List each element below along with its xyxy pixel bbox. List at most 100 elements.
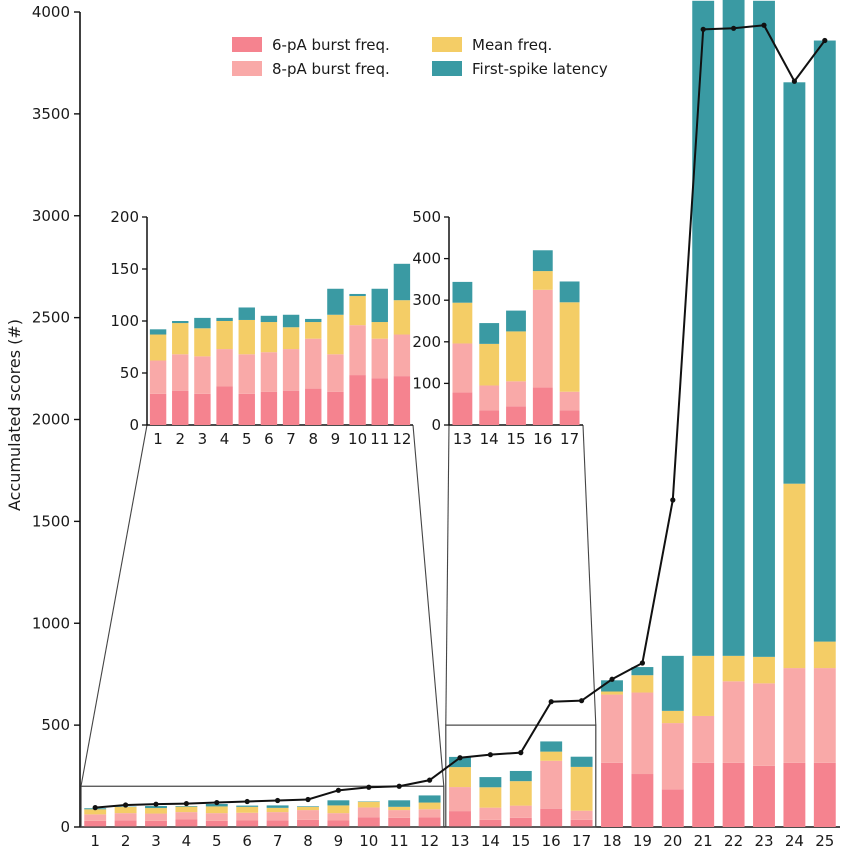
inset-bar-segment	[238, 307, 255, 320]
x-tick-label: 17	[572, 832, 591, 850]
inset-bar-segment	[282, 390, 300, 425]
bar-segment	[84, 814, 107, 821]
bar-segment	[570, 810, 593, 820]
bar-segment	[631, 692, 654, 775]
main-bars	[84, 0, 836, 827]
x-tick-label: 21	[694, 832, 713, 850]
bar-segment	[722, 681, 745, 763]
inset-bar-segment	[479, 410, 500, 425]
inset-x-tick-label: 16	[533, 430, 552, 448]
inset-bar-segment	[149, 393, 167, 425]
line-point	[153, 801, 159, 807]
bar-segment	[175, 806, 198, 813]
inset-bar-segment	[559, 302, 580, 392]
legend-label: 8-pA burst freq.	[272, 60, 390, 78]
x-tick-label: 9	[334, 832, 344, 850]
bar-segment	[722, 655, 745, 682]
inset-bar-segment	[349, 296, 366, 326]
inset-x-tick-label: 13	[453, 430, 472, 448]
bar-segment	[418, 795, 441, 803]
inset-y-tick-label: 50	[120, 364, 139, 382]
inset-bar-segment	[452, 281, 473, 303]
bar-segment	[327, 820, 350, 827]
y-tick-label: 1000	[32, 614, 70, 632]
bar-segment	[509, 781, 532, 806]
bar-segment	[297, 806, 319, 807]
bar-segment	[509, 817, 532, 827]
bar-segment	[145, 820, 167, 827]
zoom-connector	[445, 424, 450, 726]
bar-segment	[753, 0, 775, 657]
bar-segment	[327, 805, 350, 814]
line-point	[639, 660, 646, 666]
x-tick-label: 20	[663, 832, 682, 850]
inset-x-tick-label: 6	[264, 430, 274, 448]
legend: 6-pA burst freq. 8-pA burst freq. Mean fre…	[232, 36, 608, 78]
inset-bar-segment	[149, 334, 167, 361]
inset-bar-segment	[349, 293, 366, 297]
inset-bar-segment	[172, 323, 189, 355]
bar-segment	[266, 812, 289, 821]
inset-x-tick-label: 1	[153, 430, 163, 448]
bar-segment	[236, 812, 259, 821]
inset-bar-segment	[260, 391, 278, 425]
bar-segment	[357, 817, 380, 827]
x-tick-label: 5	[212, 832, 222, 850]
bar-segment	[722, 0, 745, 656]
inset-bar-segment	[532, 289, 553, 388]
inset-bar-segment	[532, 271, 553, 290]
bar-segment	[175, 812, 198, 820]
bar-segment	[661, 655, 684, 711]
bar-segment	[449, 787, 471, 812]
zoom-box	[80, 785, 445, 828]
inset-y-tick-label: 200	[110, 208, 139, 226]
y-tick-label: 4000	[32, 3, 70, 21]
bar-segment	[540, 751, 563, 761]
bar-segment	[692, 762, 715, 827]
inset-bar-segment	[260, 322, 278, 353]
y-tick-label: 3000	[32, 207, 70, 225]
bar-segment	[388, 817, 411, 827]
inset-bar-segment	[282, 314, 300, 328]
y-axis-label: Accumulated scores (#)	[5, 319, 24, 511]
inset-x-tick-label: 10	[348, 430, 367, 448]
x-tick-label: 15	[511, 832, 530, 850]
bar-segment	[327, 813, 350, 821]
bar-segment	[357, 801, 380, 808]
bar-segment	[601, 694, 623, 763]
bar-segment	[479, 787, 502, 808]
y-tick-label: 0	[60, 818, 70, 836]
bar-segment	[388, 800, 411, 807]
bar-segment	[661, 789, 684, 827]
bar-segment	[418, 802, 441, 810]
line-point	[244, 798, 250, 805]
bar-segment	[509, 770, 532, 782]
bar-segment	[297, 810, 319, 820]
y-tick-label: 2000	[32, 411, 70, 429]
legend-label: First-spike latency	[472, 60, 608, 78]
bar-segment	[84, 809, 107, 815]
inset-bar-segment	[452, 392, 473, 425]
inset-x-tick-label: 8	[308, 430, 318, 448]
inset-bar-segment	[559, 391, 580, 411]
inset-bar-segment	[260, 315, 278, 323]
legend-swatch	[232, 61, 262, 76]
bar-segment	[449, 756, 471, 768]
line-point	[275, 797, 281, 804]
zoom-boxes	[80, 424, 597, 828]
inset-y-tick-label: 0	[129, 416, 139, 434]
inset-x-tick-label: 15	[506, 430, 525, 448]
bar-segment	[601, 680, 623, 692]
inset-bar-segment	[559, 281, 580, 303]
inset-x-tick-label: 14	[480, 430, 499, 448]
y-tick-label: 1500	[32, 512, 70, 530]
inset-bar-segment	[452, 302, 473, 344]
inset-bar-segment	[393, 334, 411, 377]
bar-segment	[175, 806, 198, 807]
bar-segment	[479, 807, 502, 820]
line-point	[427, 777, 433, 783]
bar-segment	[205, 806, 228, 814]
inset-bar-segment	[479, 323, 500, 344]
